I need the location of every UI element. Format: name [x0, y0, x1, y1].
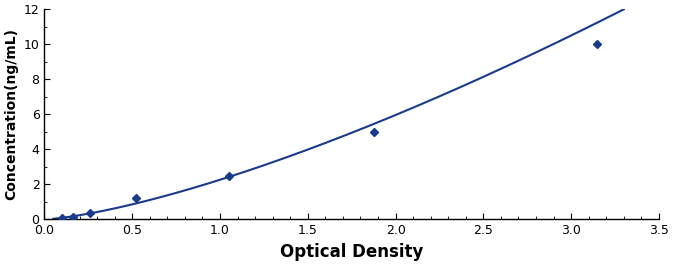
- X-axis label: Optical Density: Optical Density: [280, 243, 423, 261]
- Y-axis label: Concentration(ng/mL): Concentration(ng/mL): [4, 28, 18, 200]
